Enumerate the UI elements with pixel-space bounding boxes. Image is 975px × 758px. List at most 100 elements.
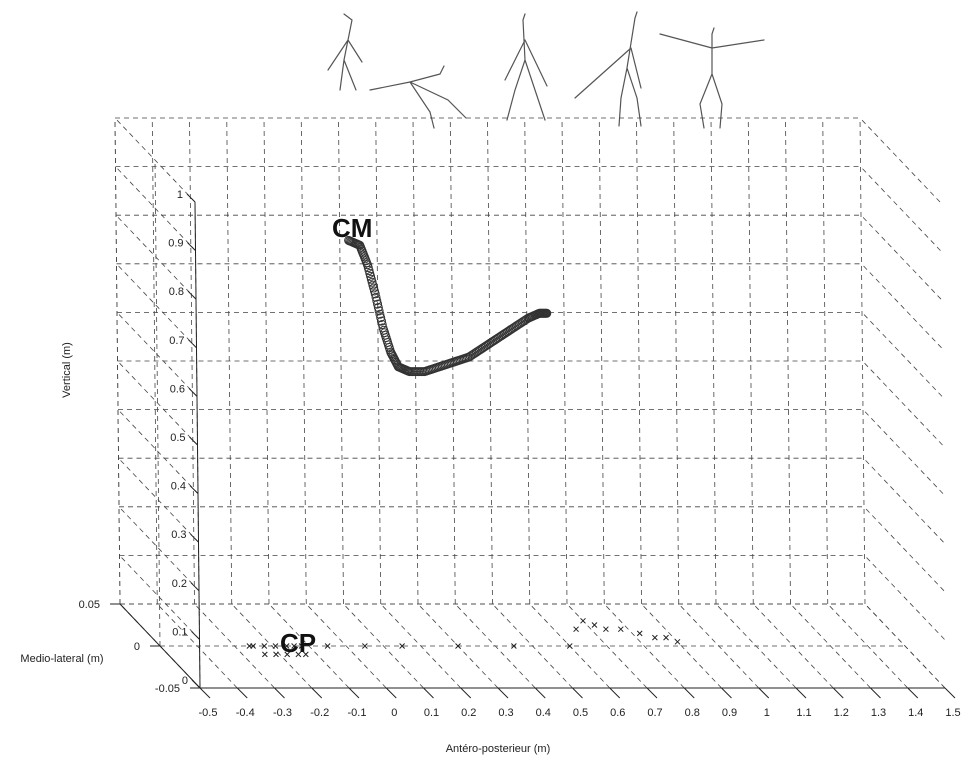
z-tick-mark <box>189 436 198 446</box>
cp-point <box>511 643 517 649</box>
z-tick-mark <box>187 242 196 251</box>
x-tick-label: 0.2 <box>461 707 476 719</box>
z-tick-mark <box>191 631 200 640</box>
grid-line <box>115 214 197 300</box>
cm-point <box>375 309 385 319</box>
x-tick-label: -0.4 <box>236 707 255 719</box>
grid-line <box>861 312 943 397</box>
stick-figure-2 <box>369 65 467 129</box>
cm-point <box>542 308 552 318</box>
cp-point <box>617 626 624 633</box>
data-points <box>246 235 681 658</box>
x-tick-label: 0.9 <box>722 707 737 719</box>
cp-point <box>399 643 405 649</box>
cp-point <box>261 643 268 649</box>
grid-line <box>566 603 648 689</box>
cp-point <box>591 622 598 628</box>
z-tick-mark <box>190 582 200 592</box>
grid-line <box>859 117 941 203</box>
stick-figure-3 <box>504 13 548 121</box>
cm-point <box>371 292 381 302</box>
cp-point <box>291 643 297 649</box>
x-tick-mark <box>274 687 285 699</box>
grid-line <box>338 117 344 605</box>
grid-line <box>603 603 685 689</box>
grid-line <box>860 214 942 300</box>
x-tick-mark <box>311 687 323 699</box>
cp-point <box>566 643 573 649</box>
x-tick-label: 0.8 <box>685 707 700 719</box>
stick-figure-1 <box>327 13 363 91</box>
x-tick-label: 0.3 <box>498 707 513 719</box>
x-tick-mark <box>423 687 434 699</box>
grid-line <box>305 603 387 689</box>
z-tick-label: 0.4 <box>171 481 186 493</box>
x-tick-mark <box>832 687 844 699</box>
z-tick-label: 0.2 <box>172 578 187 590</box>
cm-point <box>372 296 382 306</box>
x-tick-label: -0.2 <box>310 707 329 719</box>
grid-line <box>641 603 722 689</box>
stick-figure-5 <box>659 27 765 129</box>
cp-point <box>324 643 331 649</box>
grid-line <box>860 166 941 251</box>
cp-point <box>295 651 302 658</box>
annotation-cm: CM <box>332 213 372 243</box>
x-tick-mark <box>646 687 658 699</box>
grid-line <box>861 263 942 349</box>
grid-line <box>864 603 946 689</box>
stick-figure-4 <box>574 11 642 127</box>
y-axis-label: Medio-lateral (m) <box>20 653 103 665</box>
z-tick-mark <box>187 290 197 300</box>
grid-lines <box>114 117 946 689</box>
z-tick-label: 0.1 <box>172 626 187 638</box>
cm-point <box>374 306 384 316</box>
x-tick-mark <box>907 687 919 699</box>
cp-point <box>636 630 643 637</box>
axes-frame <box>110 193 956 699</box>
x-tick-label: -0.1 <box>348 707 367 719</box>
grid-line <box>561 117 568 605</box>
x-tick-mark <box>870 687 881 699</box>
x-tick-label: 1.5 <box>945 707 960 719</box>
cp-point <box>573 626 579 633</box>
grid-line <box>117 409 199 494</box>
z-tick-label: 0.6 <box>170 383 185 395</box>
x-tick-mark <box>385 687 397 699</box>
z-tick-mark <box>188 388 198 397</box>
cp-point <box>663 634 669 641</box>
grid-line <box>116 263 197 349</box>
cm-point <box>370 289 380 299</box>
x-tick-label: 1.4 <box>908 707 923 719</box>
z-tick-label: 0.7 <box>169 335 184 347</box>
x-tick-mark <box>795 687 807 699</box>
grid-line <box>863 506 945 592</box>
grid-line <box>862 409 944 494</box>
cp-point <box>652 634 658 641</box>
z-tick-label: 0.8 <box>169 286 184 298</box>
grid-line <box>119 555 200 640</box>
x-tick-label: 1.3 <box>871 707 886 719</box>
grid-line <box>118 506 200 592</box>
x-tick-mark <box>721 687 732 699</box>
cm-point <box>376 316 386 326</box>
grid-line <box>300 117 307 605</box>
grid-line <box>863 457 944 543</box>
cp-point <box>302 651 309 658</box>
z-tick-label: 0.9 <box>168 238 183 250</box>
grid-line <box>598 117 605 605</box>
cp-point <box>298 643 305 649</box>
x-tick-label: 0.7 <box>647 707 662 719</box>
x-tick-label: -0.3 <box>273 707 292 719</box>
grid-line <box>827 603 909 689</box>
cp-point <box>284 651 291 658</box>
cp-point <box>272 643 279 649</box>
grid-line <box>859 117 866 605</box>
z-tick-mark <box>186 193 196 203</box>
z-tick-mark <box>191 679 201 689</box>
grid-line <box>343 603 424 689</box>
cp-point <box>603 626 609 633</box>
x-tick-mark <box>683 687 695 699</box>
z-tick-label: 0.5 <box>170 432 185 444</box>
